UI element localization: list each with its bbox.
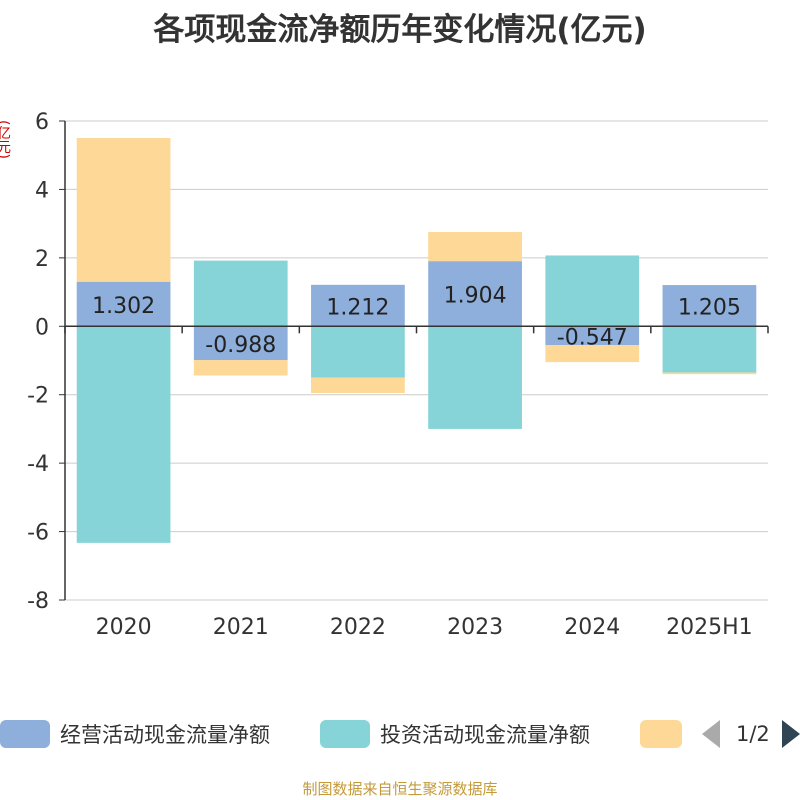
y-tick-label: 2 xyxy=(35,247,49,272)
data-source-note: 制图数据来自恒生聚源数据库 xyxy=(302,780,498,798)
x-tick-label: 2020 xyxy=(96,615,152,640)
bar-series-3 xyxy=(662,372,757,375)
y-axis-unit-label: (亿元) xyxy=(0,120,11,159)
bar-series-2 xyxy=(76,326,171,543)
axes: 6 4 2 0 -2 -4 -6 -8 2020 2021 2022 2023 2024 2025H1 xyxy=(27,110,769,640)
bar-series-1 xyxy=(76,281,171,327)
grid-lines xyxy=(65,120,768,601)
legend-label-operating: 经营活动现金流量净额 xyxy=(60,723,270,747)
bar-series-2 xyxy=(193,260,288,327)
bar-series-2 xyxy=(428,326,522,429)
y-tick-label: 0 xyxy=(35,315,49,340)
bar-series-2 xyxy=(662,326,757,373)
legend-item-third[interactable] xyxy=(640,716,682,752)
x-tick-label: 2023 xyxy=(447,615,503,640)
y-tick-label: 4 xyxy=(35,178,49,203)
legend: 经营活动现金流量净额 投资活动现金流量净额 1/2 xyxy=(0,716,800,752)
y-tick-label: -2 xyxy=(27,384,49,409)
y-tick-label: 6 xyxy=(35,110,49,135)
data-label: 1.205 xyxy=(678,296,741,321)
bar-series-3 xyxy=(545,345,640,363)
bar-series-1 xyxy=(428,261,522,327)
legend-page-indicator: 1/2 xyxy=(736,722,770,746)
y-tick-label: -8 xyxy=(27,589,49,614)
chart-title: 各项现金流净额历年变化情况(亿元) xyxy=(153,12,647,48)
next-page-icon[interactable] xyxy=(781,720,800,748)
y-tick-label: -4 xyxy=(27,452,49,477)
bar-series-1 xyxy=(545,326,640,346)
x-tick-label: 2025H1 xyxy=(666,615,753,640)
legend-item-operating[interactable]: 经营活动现金流量净额 xyxy=(0,716,270,752)
y-tick-label: -6 xyxy=(27,521,49,546)
legend-swatch-investing xyxy=(320,720,370,748)
bars xyxy=(76,138,757,543)
data-label: 1.212 xyxy=(326,296,389,321)
bar-series-2 xyxy=(545,255,640,327)
bar-series-3 xyxy=(76,138,171,282)
legend-swatch-operating xyxy=(0,720,50,748)
previous-page-icon[interactable] xyxy=(702,720,720,748)
bar-series-1 xyxy=(193,326,288,361)
bar-series-3 xyxy=(311,377,405,394)
legend-swatch-third xyxy=(640,720,682,748)
data-label: 1.904 xyxy=(444,284,507,309)
bar-series-1 xyxy=(662,285,757,327)
x-tick-label: 2021 xyxy=(213,615,269,640)
legend-pager: 1/2 xyxy=(702,716,800,752)
legend-label-investing: 投资活动现金流量净额 xyxy=(380,723,590,747)
bar-series-3 xyxy=(428,232,522,262)
bar-series-3 xyxy=(193,360,288,376)
data-label: -0.547 xyxy=(557,326,628,351)
x-tick-label: 2024 xyxy=(564,615,620,640)
bar-series-1 xyxy=(311,284,405,327)
bar-series-2 xyxy=(311,326,405,378)
x-tick-label: 2022 xyxy=(330,615,386,640)
data-labels: 1.302 -0.988 1.212 1.904 -0.547 1.205 xyxy=(92,284,741,358)
legend-item-investing[interactable]: 投资活动现金流量净额 xyxy=(320,716,590,752)
data-label: 1.302 xyxy=(92,294,155,319)
data-label: -0.988 xyxy=(205,333,276,358)
